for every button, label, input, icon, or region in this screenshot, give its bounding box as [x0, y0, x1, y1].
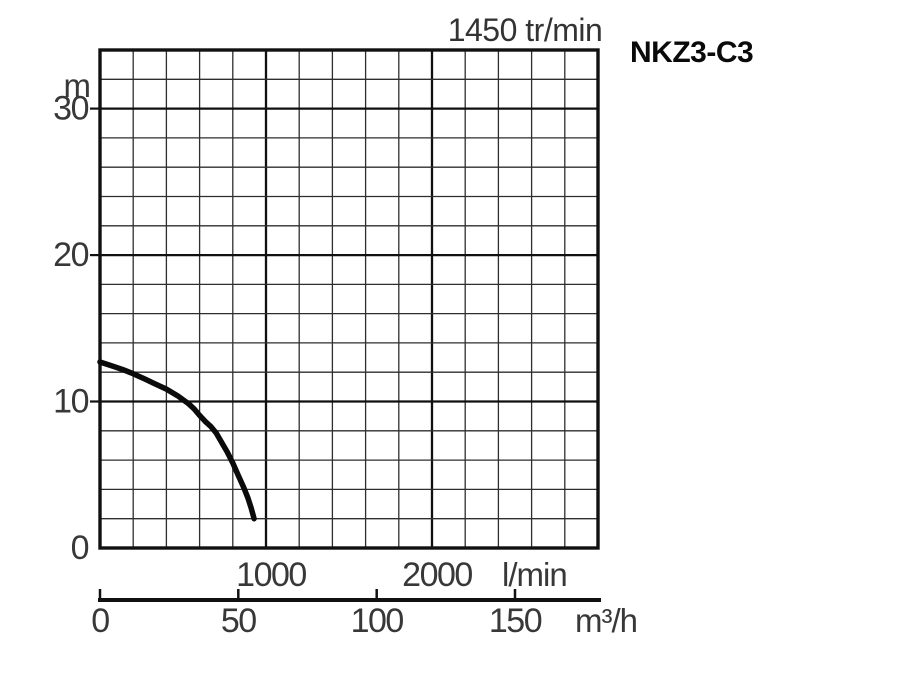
tick-labels: 0 10 20 30 1000 2000 0 50 100 150: [53, 90, 543, 640]
x-m3h-tick-label: 50: [221, 602, 256, 640]
m3h-axis: [90, 107, 601, 602]
head-curve: [97, 359, 257, 522]
x-m3h-tick-label: 0: [91, 602, 109, 640]
grid-lines: [100, 50, 598, 548]
model-label: NKZ3-C3: [630, 36, 753, 69]
x-m3h-tick-label: 150: [489, 602, 542, 640]
y-tick-label: 0: [71, 529, 89, 567]
x-axis-m3h-unit-label: m³/h: [575, 602, 637, 639]
x-axis-lmin-unit-label: l/min: [502, 556, 567, 593]
y-axis-unit-label: m: [64, 67, 91, 104]
y-tick-label: 30: [53, 90, 88, 128]
speed-label: 1450 tr/min: [448, 12, 603, 48]
x-lmin-tick-label: 1000: [236, 556, 306, 594]
x-m3h-tick-label: 100: [351, 602, 404, 640]
plot-border-rect: [98, 48, 600, 550]
plot-border: [98, 48, 600, 550]
y-tick-label: 10: [53, 383, 88, 421]
x-lmin-tick-label: 2000: [402, 556, 472, 594]
head-curve-line: [97, 359, 257, 522]
y-tick-label: 20: [53, 236, 88, 274]
